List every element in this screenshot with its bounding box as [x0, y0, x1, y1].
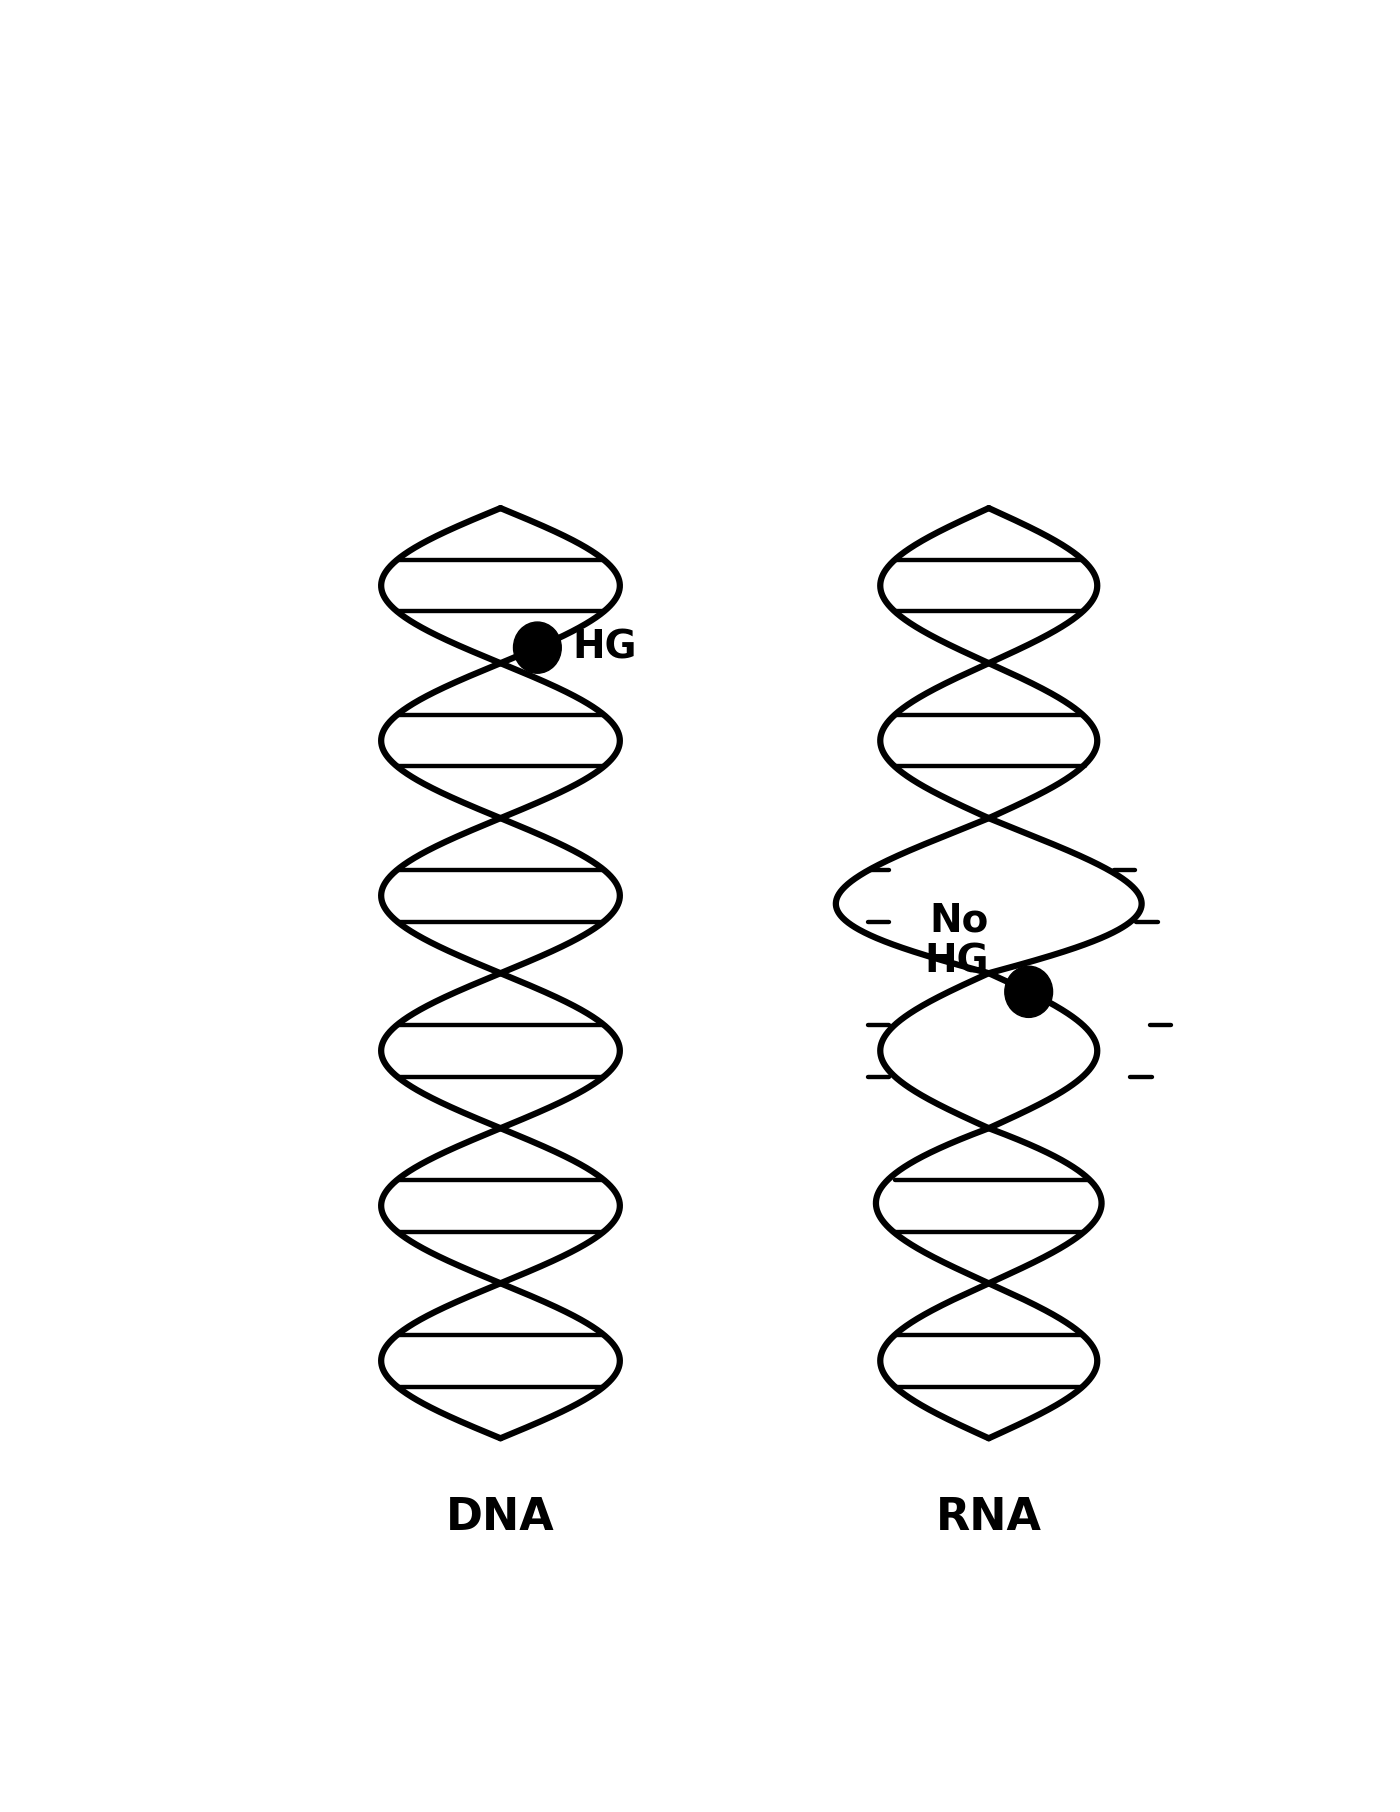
Text: DNA: DNA [447, 1497, 554, 1540]
Circle shape [1005, 966, 1053, 1017]
Text: No
HG: No HG [924, 901, 988, 980]
Circle shape [514, 622, 561, 674]
Text: RNA: RNA [935, 1497, 1042, 1540]
Text: HG: HG [573, 629, 637, 667]
